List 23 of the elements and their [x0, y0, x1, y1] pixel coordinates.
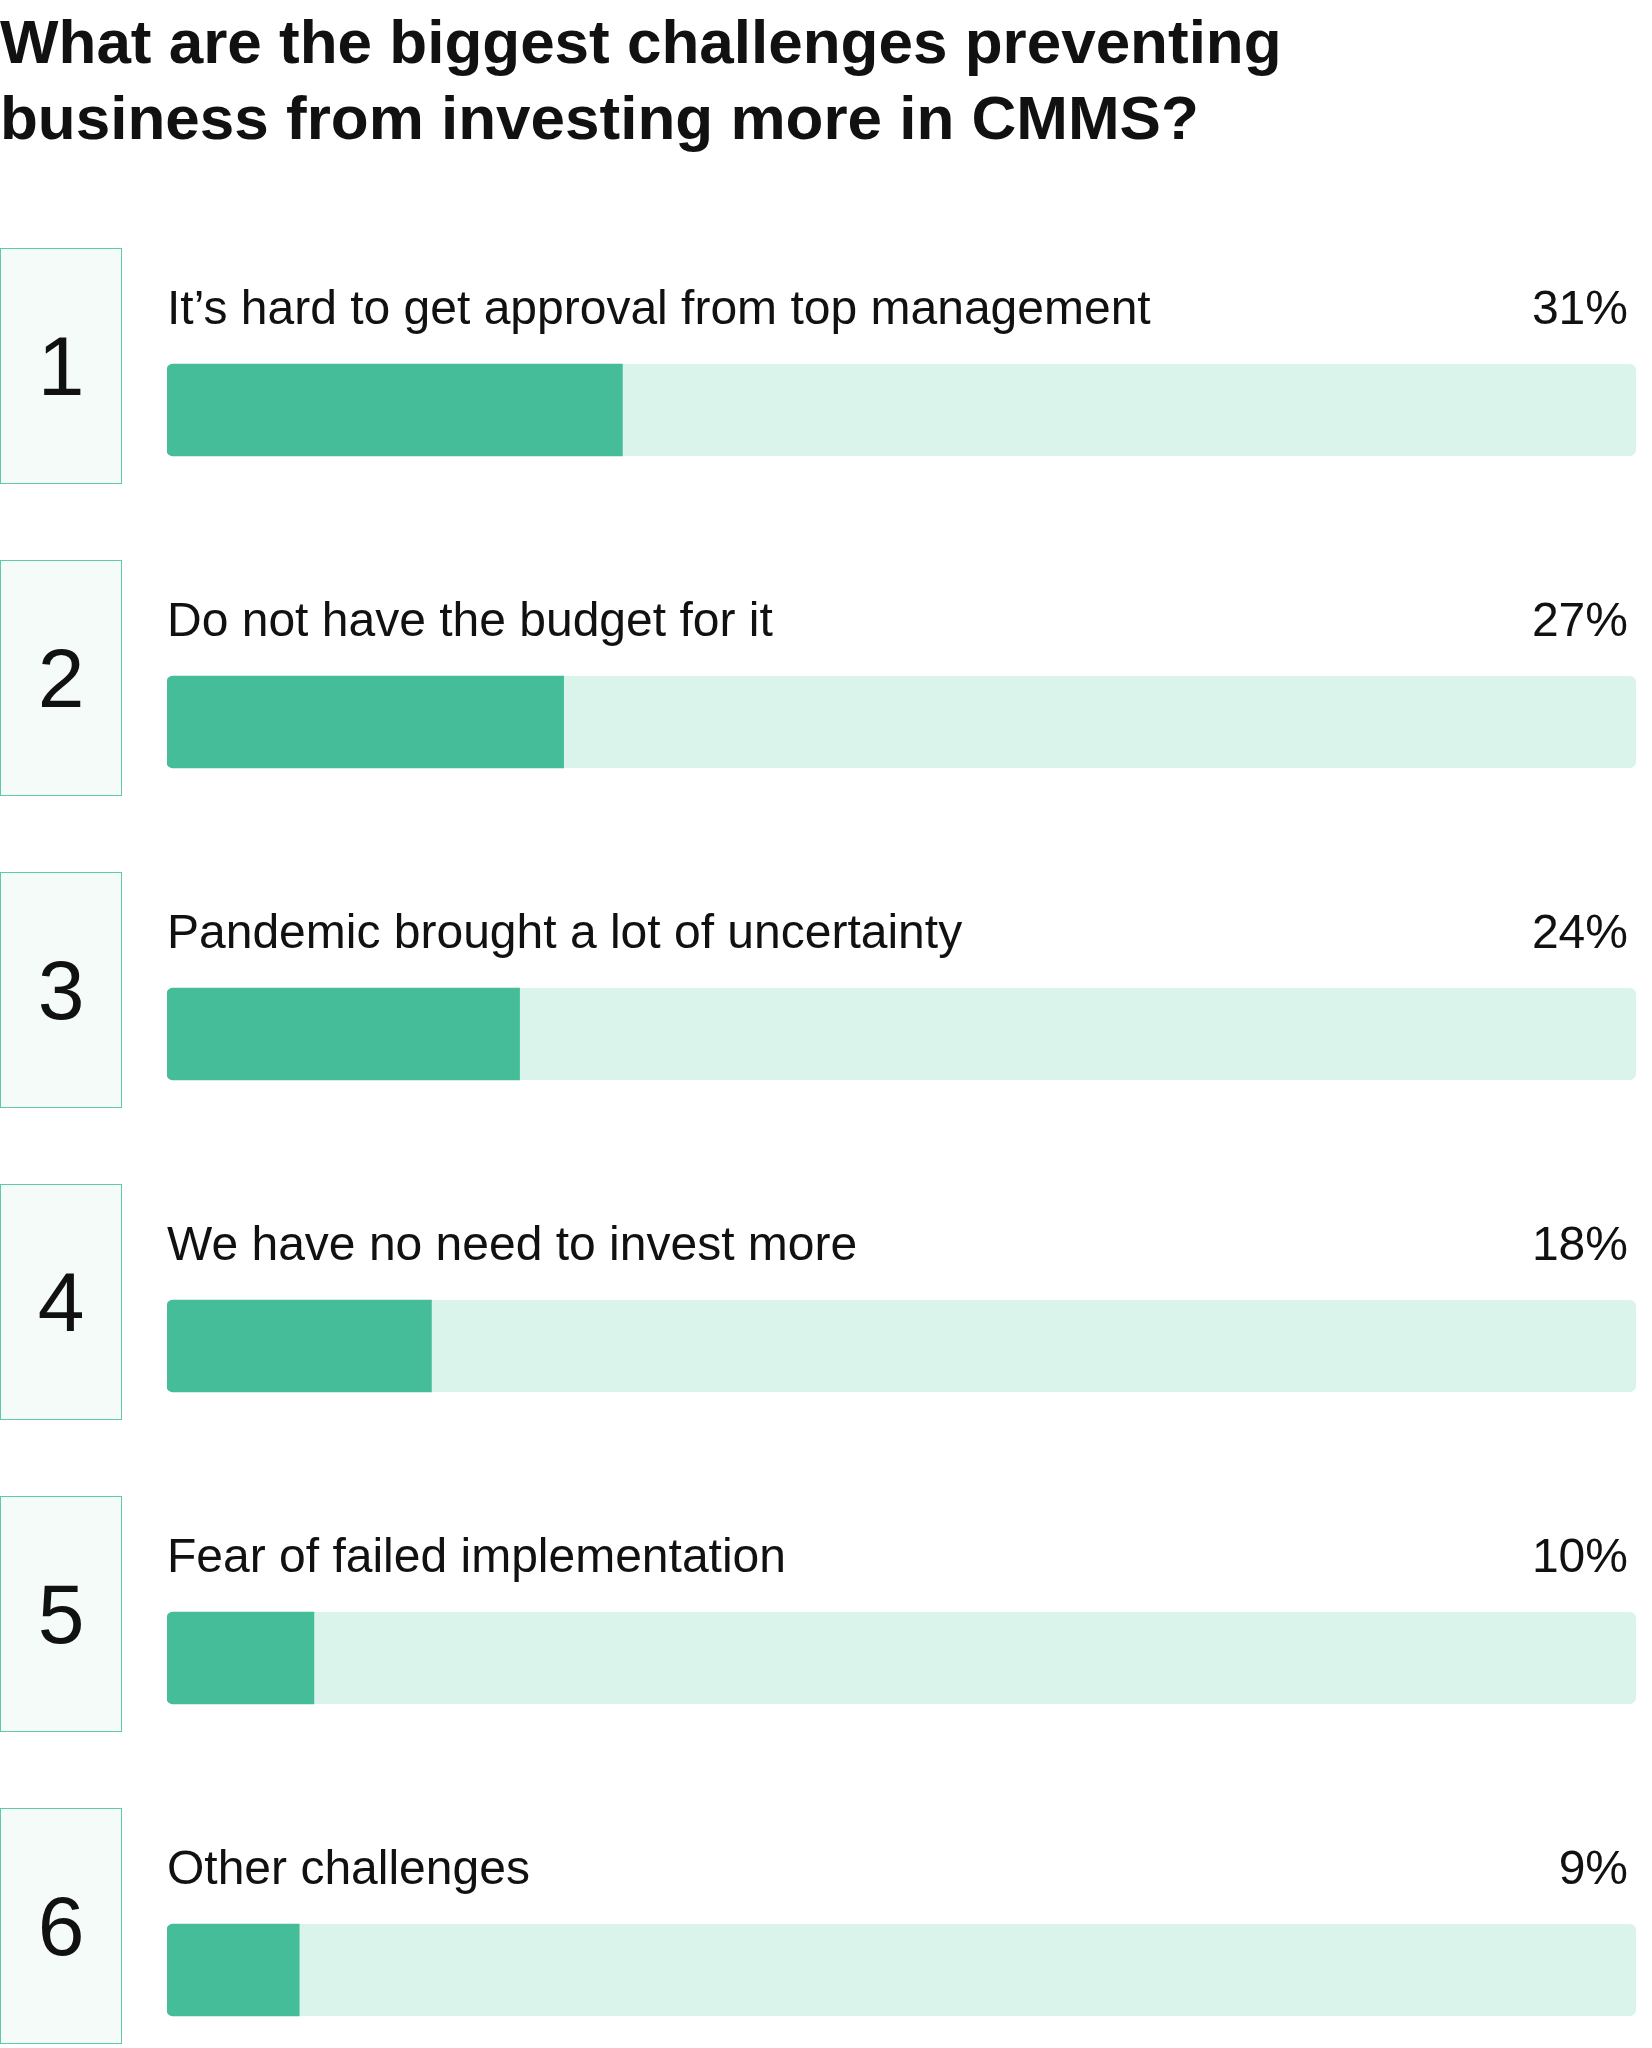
data-label: 31% — [1531, 281, 1628, 334]
bar — [167, 987, 520, 1081]
y-tick-label: Do not have the budget for it — [167, 593, 773, 646]
y-tick-label: Fear of failed implementation — [167, 1529, 786, 1582]
data-label: 10% — [1531, 1529, 1628, 1582]
bar — [167, 1299, 432, 1393]
bar — [167, 1611, 315, 1705]
text: 5 — [0, 1496, 122, 1732]
y-tick-label: Other challenges — [167, 1841, 530, 1894]
chart-title: What are the biggest challenges preventing business from investing more in CMMS? — [0, 6, 1283, 154]
data-label: 24% — [1531, 905, 1628, 958]
y-tick-label: We have no need to invest more — [167, 1217, 858, 1270]
text: 6 — [0, 1808, 122, 2044]
bar — [167, 1923, 300, 2017]
y-tick-label: It’s hard to get approval from top management — [167, 281, 1151, 334]
text: 3 — [0, 872, 122, 1108]
data-label: 18% — [1531, 1217, 1628, 1270]
text: 2 — [0, 560, 122, 796]
text: 1 — [0, 248, 122, 484]
text: 4 — [0, 1184, 122, 1420]
data-label: 9% — [1558, 1841, 1628, 1894]
data-label: 27% — [1531, 593, 1628, 646]
y-tick-label: Pandemic brought a lot of uncertainty — [167, 905, 963, 958]
